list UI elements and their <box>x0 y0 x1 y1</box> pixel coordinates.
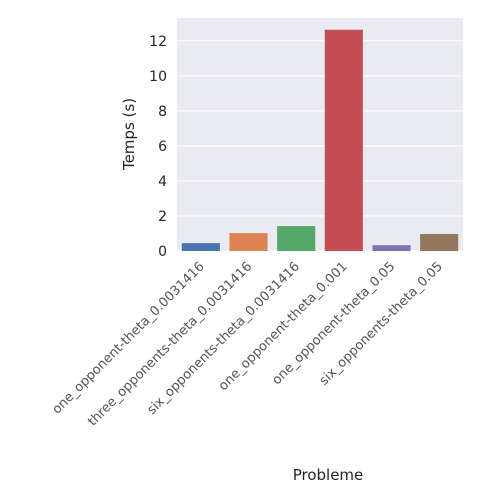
x-tick-labels: one_opponent-theta_0.0031416three_oppone… <box>50 259 446 429</box>
y-tick-label: 10 <box>149 69 167 85</box>
y-tick-label: 12 <box>149 34 167 50</box>
y-axis-label: Temps (s) <box>120 98 138 171</box>
y-tick-labels: 0 2 4 6 8 10 12 <box>149 34 167 260</box>
y-tick-label: 0 <box>158 244 167 260</box>
y-tick-label: 6 <box>158 139 167 155</box>
plot-background <box>177 18 463 251</box>
bar-one_opponent-theta_0.001 <box>324 29 363 251</box>
bar-one_opponent-theta_0.05 <box>372 245 411 251</box>
x-axis-label: Probleme <box>293 466 364 484</box>
gridlines <box>177 40 463 252</box>
bar-six_opponents-theta_0.05 <box>420 234 459 251</box>
y-tick-label: 4 <box>158 174 167 190</box>
y-tick-label: 2 <box>158 209 167 225</box>
bar-three_opponents-theta_0.0031416 <box>229 233 268 251</box>
bar-one_opponent-theta_0.0031416 <box>181 243 220 251</box>
y-tick-label: 8 <box>158 104 167 120</box>
bars <box>181 29 459 251</box>
bar-six_opponents-theta_0.0031416 <box>277 226 316 251</box>
